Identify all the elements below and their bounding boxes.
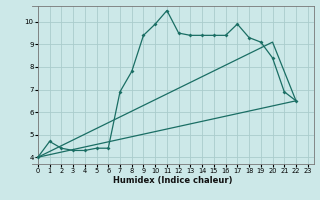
X-axis label: Humidex (Indice chaleur): Humidex (Indice chaleur) <box>113 176 233 185</box>
